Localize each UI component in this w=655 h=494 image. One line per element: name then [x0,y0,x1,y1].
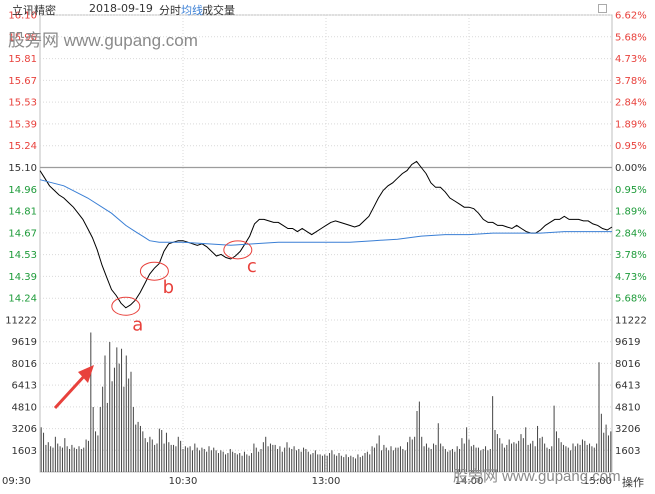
y-tick-left: 14.67 [8,228,37,239]
y-tick-right: 1.89% [615,119,647,130]
y-tick-right: 0.95% [615,185,647,196]
y-tick-left: 11222 [5,316,37,327]
y-tick-right: 5.68% [615,32,647,43]
stock-name: 立讯精密 [12,4,56,17]
volume-tick-right: 6413 [615,381,640,392]
x-tick-label: 09:30 [2,476,31,487]
annotation-label: a [132,314,143,335]
y-tick-right: 2.84% [615,98,647,109]
action-button[interactable]: 操作 [622,476,644,489]
annotation-circle [111,296,141,316]
annotation-circle [223,240,253,260]
watermark-bottom: 股旁网 www.gupang.com [453,468,621,485]
volume-tick-right: 9619 [615,337,640,348]
volume-tick-left: 8016 [12,359,37,370]
y-tick-left: 14.24 [8,294,37,305]
trade-date: 2018-09-19 [89,2,153,15]
annotation-label: c [247,256,257,277]
volume-legend[interactable]: 成交量 [202,4,235,17]
average-price-line [39,179,612,246]
y-tick-right: 3.78% [615,76,647,87]
x-tick-label: 13:00 [312,476,341,487]
x-tick-label: 15:00 [583,476,612,487]
volume-tick-left: 1603 [12,446,37,457]
x-tick-label: 14:00 [455,476,484,487]
y-tick-right: 3.78% [615,250,647,261]
y-tick-left: 15.67 [8,76,37,87]
volume-tick-left: 9619 [12,337,37,348]
watermark-top: 股旁网 www.gupang.com [8,31,198,50]
volume-tick-right: 3206 [615,424,640,435]
annotation-label: b [163,277,174,298]
y-tick-right: 6.62% [615,11,647,22]
y-tick-left: 15.53 [8,98,37,109]
y-tick-left: 15.24 [8,141,37,152]
y-tick-left: 15.81 [8,54,37,65]
volume-tick-left: 6413 [12,381,37,392]
panel-toggle-button[interactable] [598,4,607,13]
volume-tick-right: 8016 [615,359,640,370]
chart-mode: 分时 [159,4,181,17]
annotation-circle [139,261,169,281]
y-tick-right: 0.95% [615,141,647,152]
y-tick-right: 5.68% [615,294,647,305]
y-tick-left: 14.39 [8,272,37,283]
y-tick-left: 15.96 [8,32,37,43]
y-tick-right: 0.00% [615,163,647,174]
y-tick-left: 14.96 [8,185,37,196]
annotation-arrow-shaft [53,371,89,410]
y-tick-left: 15.10 [8,163,37,174]
volume-tick-right: 4810 [615,402,640,413]
y-tick-left: 14.81 [8,207,37,218]
volume-tick-left: 3206 [12,424,37,435]
y-tick-left: 16.10 [8,11,37,22]
volume-tick-right: 1603 [615,446,640,457]
y-tick-left: 15.39 [8,119,37,130]
y-tick-right: 11222 [615,316,647,327]
y-tick-right: 4.73% [615,54,647,65]
volume-tick-left: 4810 [12,402,37,413]
y-tick-right: 4.73% [615,272,647,283]
annotation-arrow-head [78,365,94,383]
avg-line-legend[interactable]: 均线 [181,4,203,17]
x-tick-label: 10:30 [169,476,198,487]
y-tick-right: 2.84% [615,228,647,239]
y-tick-left: 14.53 [8,250,37,261]
y-tick-right: 1.89% [615,207,647,218]
